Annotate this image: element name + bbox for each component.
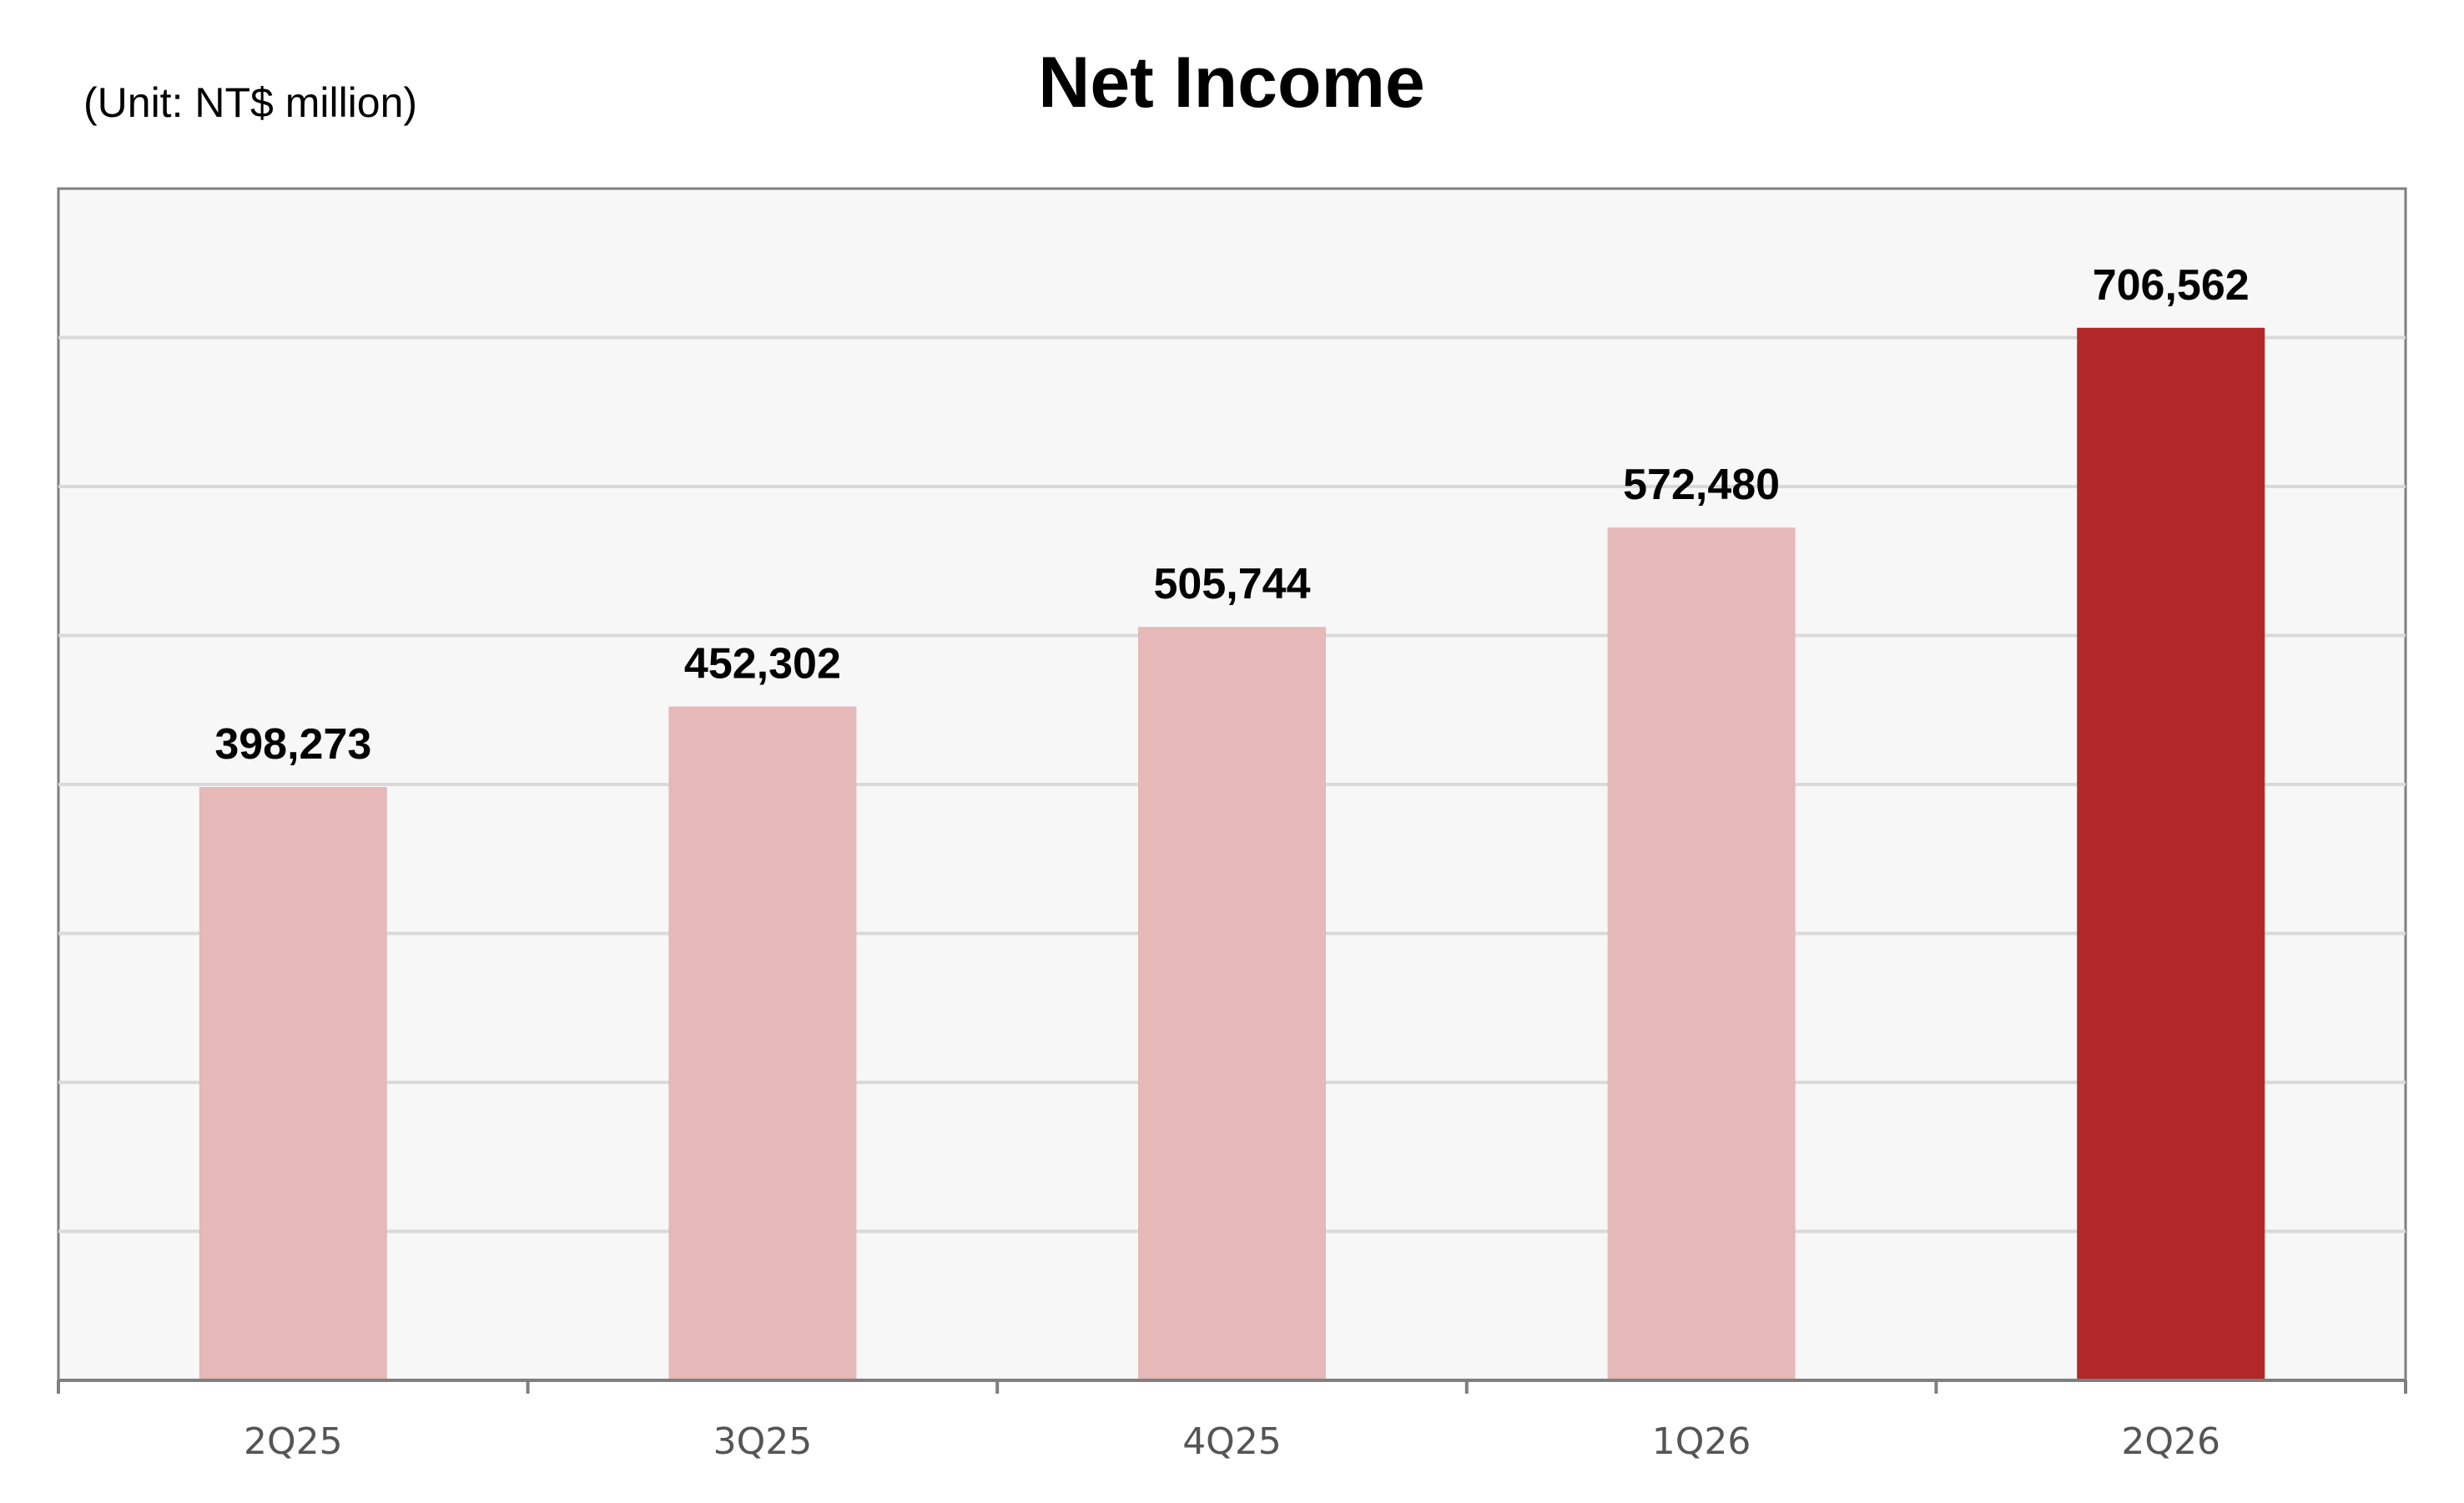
bar-1q26 (1607, 527, 1796, 1380)
x-tick-label-4q25: 4Q25 (1182, 1420, 1282, 1463)
bar-2q26 (2077, 327, 2265, 1380)
x-tick-labels-group: 2Q25 3Q25 4Q25 1Q26 2Q26 (244, 1420, 2220, 1463)
x-ticks-group (57, 1380, 2407, 1394)
x-tick-label-1q26: 1Q26 (1652, 1420, 1751, 1463)
data-label-3q25: 452,302 (684, 640, 841, 688)
x-tick-label-3q25: 3Q25 (713, 1420, 813, 1463)
data-label-2q25: 398,273 (214, 720, 371, 769)
chart-title: Net Income (1038, 43, 1425, 123)
bar-3q25 (668, 706, 857, 1380)
unit-label: (Unit: NT$ million) (83, 79, 417, 126)
bar-2q25 (199, 787, 387, 1380)
bar-4q25 (1138, 627, 1326, 1380)
data-label-1q26: 572,480 (1623, 461, 1780, 509)
x-tick-label-2q26: 2Q26 (2121, 1420, 2220, 1463)
x-tick-label-2q25: 2Q25 (244, 1420, 343, 1463)
bars-group (199, 327, 2265, 1380)
data-label-4q25: 505,744 (1154, 560, 1311, 608)
data-label-2q26: 706,562 (2093, 261, 2250, 310)
data-labels-group: 398,273 452,302 505,744 572,480 706,562 (214, 261, 2249, 769)
